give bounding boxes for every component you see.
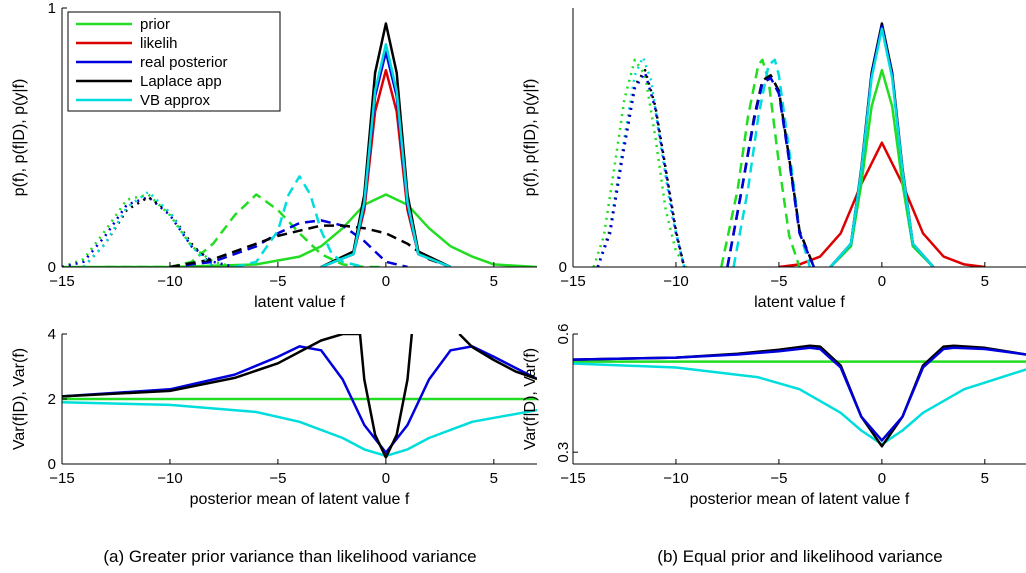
series-group [62,334,537,459]
legend: prior likelih real posterior Laplace app VB … [67,11,281,112]
legend-entry: real posterior [140,54,228,71]
series-line-10-dot [596,55,686,267]
series-line-8-dash [726,76,816,267]
chart-a-bottom: −15 −10 −5 0 5 0 2 4 posterior mean of latent va… [11,326,537,508]
x-tick-label: −15 [560,273,585,290]
x-tick-label: −10 [157,470,182,487]
x-tick-label: −15 [49,273,74,290]
x-tick-label: −5 [269,273,286,290]
series-line-1-solid [62,401,537,458]
x-tick-label: 5 [981,470,989,487]
x-axis-label: posterior mean of latent value f [690,491,910,508]
series-line-prior-solid [62,193,537,267]
x-tick-label: 0 [382,470,390,487]
series-line-9-dot [592,58,688,267]
y-tick-label: 0.6 [555,324,572,345]
y-tick-label: 2 [48,391,56,408]
y-axis-label: p(f), p(f|D), p(y|f) [11,79,28,197]
y-tick-label: 4 [48,326,56,343]
x-axis-label: posterior mean of latent value f [190,491,410,508]
chart-b-top: −15 −10 −5 0 5 0 latent value f p(f), p(f|D), p… [522,8,1026,311]
x-tick-label: 5 [490,470,498,487]
caption-a: (a) Greater prior variance than likeliho… [103,547,476,566]
series-line-real-posterior-dash [169,219,408,267]
series-line-1-solid [573,362,1026,446]
x-tick-label: 5 [490,273,498,290]
x-tick-label: −5 [770,273,787,290]
legend-entry: likelih [140,35,178,52]
x-axis-label: latent value f [754,294,845,311]
y-axis-label: Var(f|D), Var(f) [11,348,28,450]
x-tick-label: −5 [770,470,787,487]
series-line-0-solid [778,141,985,267]
series-group [573,344,1026,448]
series-line-2-solid [62,345,537,454]
series-line-likelih-solid [320,68,452,267]
chart-b-bottom: −15 −10 −5 0 5 0.3 0.6 posterior mean of latent… [522,324,1026,508]
series-line-4-solid [829,27,935,267]
x-tick-label: −10 [663,470,688,487]
y-tick-label: 1 [48,0,56,17]
series-line-VB-approx-dot [82,190,214,267]
x-tick-label: −10 [157,273,182,290]
series-line-5-solid [458,334,537,381]
legend-entry: prior [140,16,170,33]
x-tick-label: 0 [878,273,886,290]
y-tick-label: 0 [48,259,56,276]
y-tick-label: 0.3 [555,442,572,463]
x-tick-label: 0 [878,470,886,487]
x-tick-label: −15 [560,470,585,487]
legend-entry: VB approx [140,92,211,109]
series-line-4-solid [358,334,414,459]
y-tick-label: 0 [559,259,567,276]
series-group [592,22,985,267]
series-line-3-solid [573,346,1026,442]
series-group [62,22,537,267]
y-axis-label: Var(f|D), Var(f) [522,348,539,450]
y-axis-label: p(f), p(f|D), p(y|f) [522,79,539,197]
series-line-Laplace-app-dash [169,224,452,267]
chart-a-top: −15 −10 −5 0 5 0 1 latent value f p(f), p(f|D), … [11,0,537,311]
series-line-12-dot [596,71,686,267]
series-line-VB-approx-solid [320,43,452,267]
x-tick-label: 5 [981,273,989,290]
series-line-1-solid [829,68,935,267]
y-tick-label: 0 [48,456,56,473]
series-line-VB-approx-dash [234,175,365,267]
x-tick-label: −10 [663,273,688,290]
x-tick-label: −15 [49,470,74,487]
series-line-real-posterior-solid [320,50,452,267]
x-axis-label: latent value f [254,294,345,311]
caption-b: (b) Equal prior and likelihood variance [657,547,942,566]
series-line-11-dot [596,68,686,267]
series-line-prior-dot [62,193,235,267]
series-line-5-dash [720,58,801,267]
series-line-real-posterior-dot [62,195,235,267]
x-tick-label: −5 [269,470,286,487]
legend-entry: Laplace app [140,73,222,90]
series-line-Laplace-app-dot [82,195,215,267]
series-line-3-solid [62,334,360,398]
series-line-3-solid [829,24,935,267]
x-tick-label: 0 [382,273,390,290]
